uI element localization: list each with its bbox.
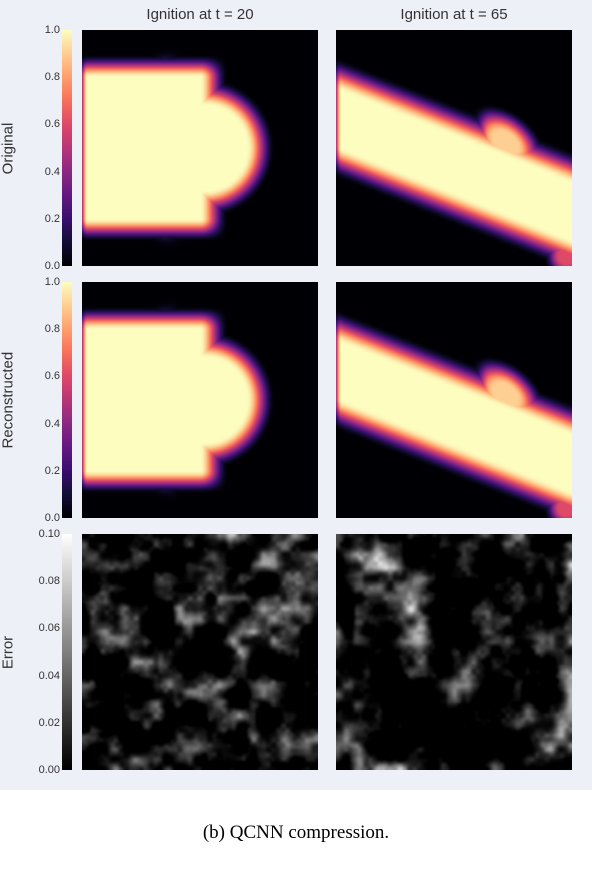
- cbar-tick: 0.2: [45, 465, 60, 477]
- cbar-tick: 0.08: [39, 575, 60, 587]
- row-label-error: Error: [0, 630, 17, 676]
- colorbar-error: 0.00 0.02 0.04 0.06 0.08 0.10: [62, 534, 72, 770]
- colorbar-original: 0.0 0.2 0.4 0.6 0.8 1.0: [62, 30, 72, 266]
- cbar-tick: 0.0: [45, 260, 60, 272]
- panel-reconstructed-t65: [336, 282, 572, 518]
- figure-background: Ignition at t = 20 Ignition at t = 65 Or…: [0, 0, 592, 790]
- cbar-tick: 0.4: [45, 166, 60, 178]
- panel-original-t20: [82, 30, 318, 266]
- cbar-tick: 0.04: [39, 670, 60, 682]
- colorbar-error-ticks: 0.00 0.02 0.04 0.06 0.08 0.10: [28, 534, 62, 770]
- cbar-tick: 1.0: [45, 24, 60, 36]
- colorbar-reconstructed-ticks: 0.0 0.2 0.4 0.6 0.8 1.0: [28, 282, 62, 518]
- cbar-tick: 0.8: [45, 71, 60, 83]
- panel-original-t65: [336, 30, 572, 266]
- row-label-reconstructed: Reconstructed: [0, 353, 17, 449]
- panel-error-t20: [82, 534, 318, 770]
- panel-error-t65: [336, 534, 572, 770]
- cbar-tick: 0.8: [45, 323, 60, 335]
- cbar-tick: 0.6: [45, 118, 60, 130]
- cbar-tick: 0.2: [45, 213, 60, 225]
- colorbar-original-ticks: 0.0 0.2 0.4 0.6 0.8 1.0: [28, 30, 62, 266]
- cbar-tick: 0.00: [39, 764, 60, 776]
- cbar-tick: 1.0: [45, 276, 60, 288]
- cbar-tick: 0.02: [39, 717, 60, 729]
- panel-reconstructed-t20: [82, 282, 318, 518]
- row-label-original: Original: [0, 119, 17, 179]
- cbar-tick: 0.4: [45, 418, 60, 430]
- cbar-tick: 0.6: [45, 370, 60, 382]
- figure-caption: (b) QCNN compression.: [0, 822, 592, 844]
- column-title-t20: Ignition at t = 20: [82, 6, 318, 23]
- cbar-tick: 0.10: [39, 528, 60, 540]
- cbar-tick: 0.0: [45, 512, 60, 524]
- cbar-tick: 0.06: [39, 622, 60, 634]
- column-title-t65: Ignition at t = 65: [336, 6, 572, 23]
- colorbar-reconstructed: 0.0 0.2 0.4 0.6 0.8 1.0: [62, 282, 72, 518]
